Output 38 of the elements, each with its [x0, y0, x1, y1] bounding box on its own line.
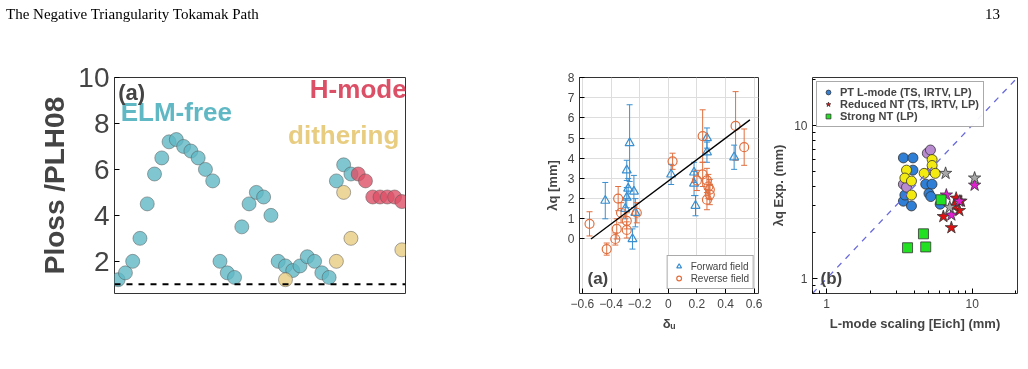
- y-tick-label: 10: [78, 62, 110, 93]
- x-tick-label: −0.6: [570, 296, 595, 311]
- x-tick-label: −0.2: [627, 296, 652, 311]
- x-tick-label: −0.4: [599, 296, 624, 311]
- y-axis-title: λq Exp. (mm): [771, 144, 787, 227]
- y-tick-label: 7: [567, 91, 575, 106]
- y-tick-label: 8: [567, 71, 575, 85]
- annotation: (b): [820, 268, 843, 288]
- x-tick-label: 0.2: [688, 296, 706, 311]
- y-tick-label: 4: [93, 199, 110, 231]
- y-tick-label: 4: [567, 151, 575, 166]
- x-axis-title: L-mode scaling [Eich] (mm): [829, 315, 1001, 331]
- y-tick-label: 6: [93, 153, 110, 185]
- y-tick-label: 1: [567, 212, 575, 227]
- x-tick-label: 0.6: [745, 296, 763, 311]
- x-tick-label: 0: [664, 296, 672, 311]
- chart-title: The Negative Triangularity Tokamak Path: [6, 5, 259, 24]
- y-tick-label: 8: [93, 107, 110, 139]
- text: 13: [985, 5, 1000, 24]
- y-tick-label: 2: [93, 245, 110, 277]
- legend-label: PT L-mode (TS, IRTV, LP): [840, 86, 972, 98]
- y-axis-title: Ploss /PLH08: [39, 96, 71, 275]
- x-axis-title: δᵤ: [662, 315, 676, 331]
- legend-label: Reduced NT (TS, IRTV, LP): [840, 98, 979, 110]
- y-tick-label: 0: [567, 232, 575, 247]
- series-label: dithering: [288, 119, 400, 150]
- y-tick-label: 5: [567, 131, 575, 146]
- y-tick-label: 6: [567, 111, 575, 126]
- x-tick-label: 10: [965, 296, 980, 311]
- legend-label: Strong NT (LP): [840, 110, 918, 122]
- annotation: (a): [587, 268, 609, 288]
- y-axis-title: λq [mm]: [544, 160, 560, 211]
- y-tick-label: 2: [567, 192, 575, 207]
- legend-label: Reverse field: [690, 272, 749, 284]
- legend-label: Forward field: [690, 260, 749, 272]
- y-tick-label: 3: [567, 171, 575, 186]
- x-tick-label: 0.4: [717, 296, 735, 311]
- x-tick-label: 1: [823, 296, 831, 311]
